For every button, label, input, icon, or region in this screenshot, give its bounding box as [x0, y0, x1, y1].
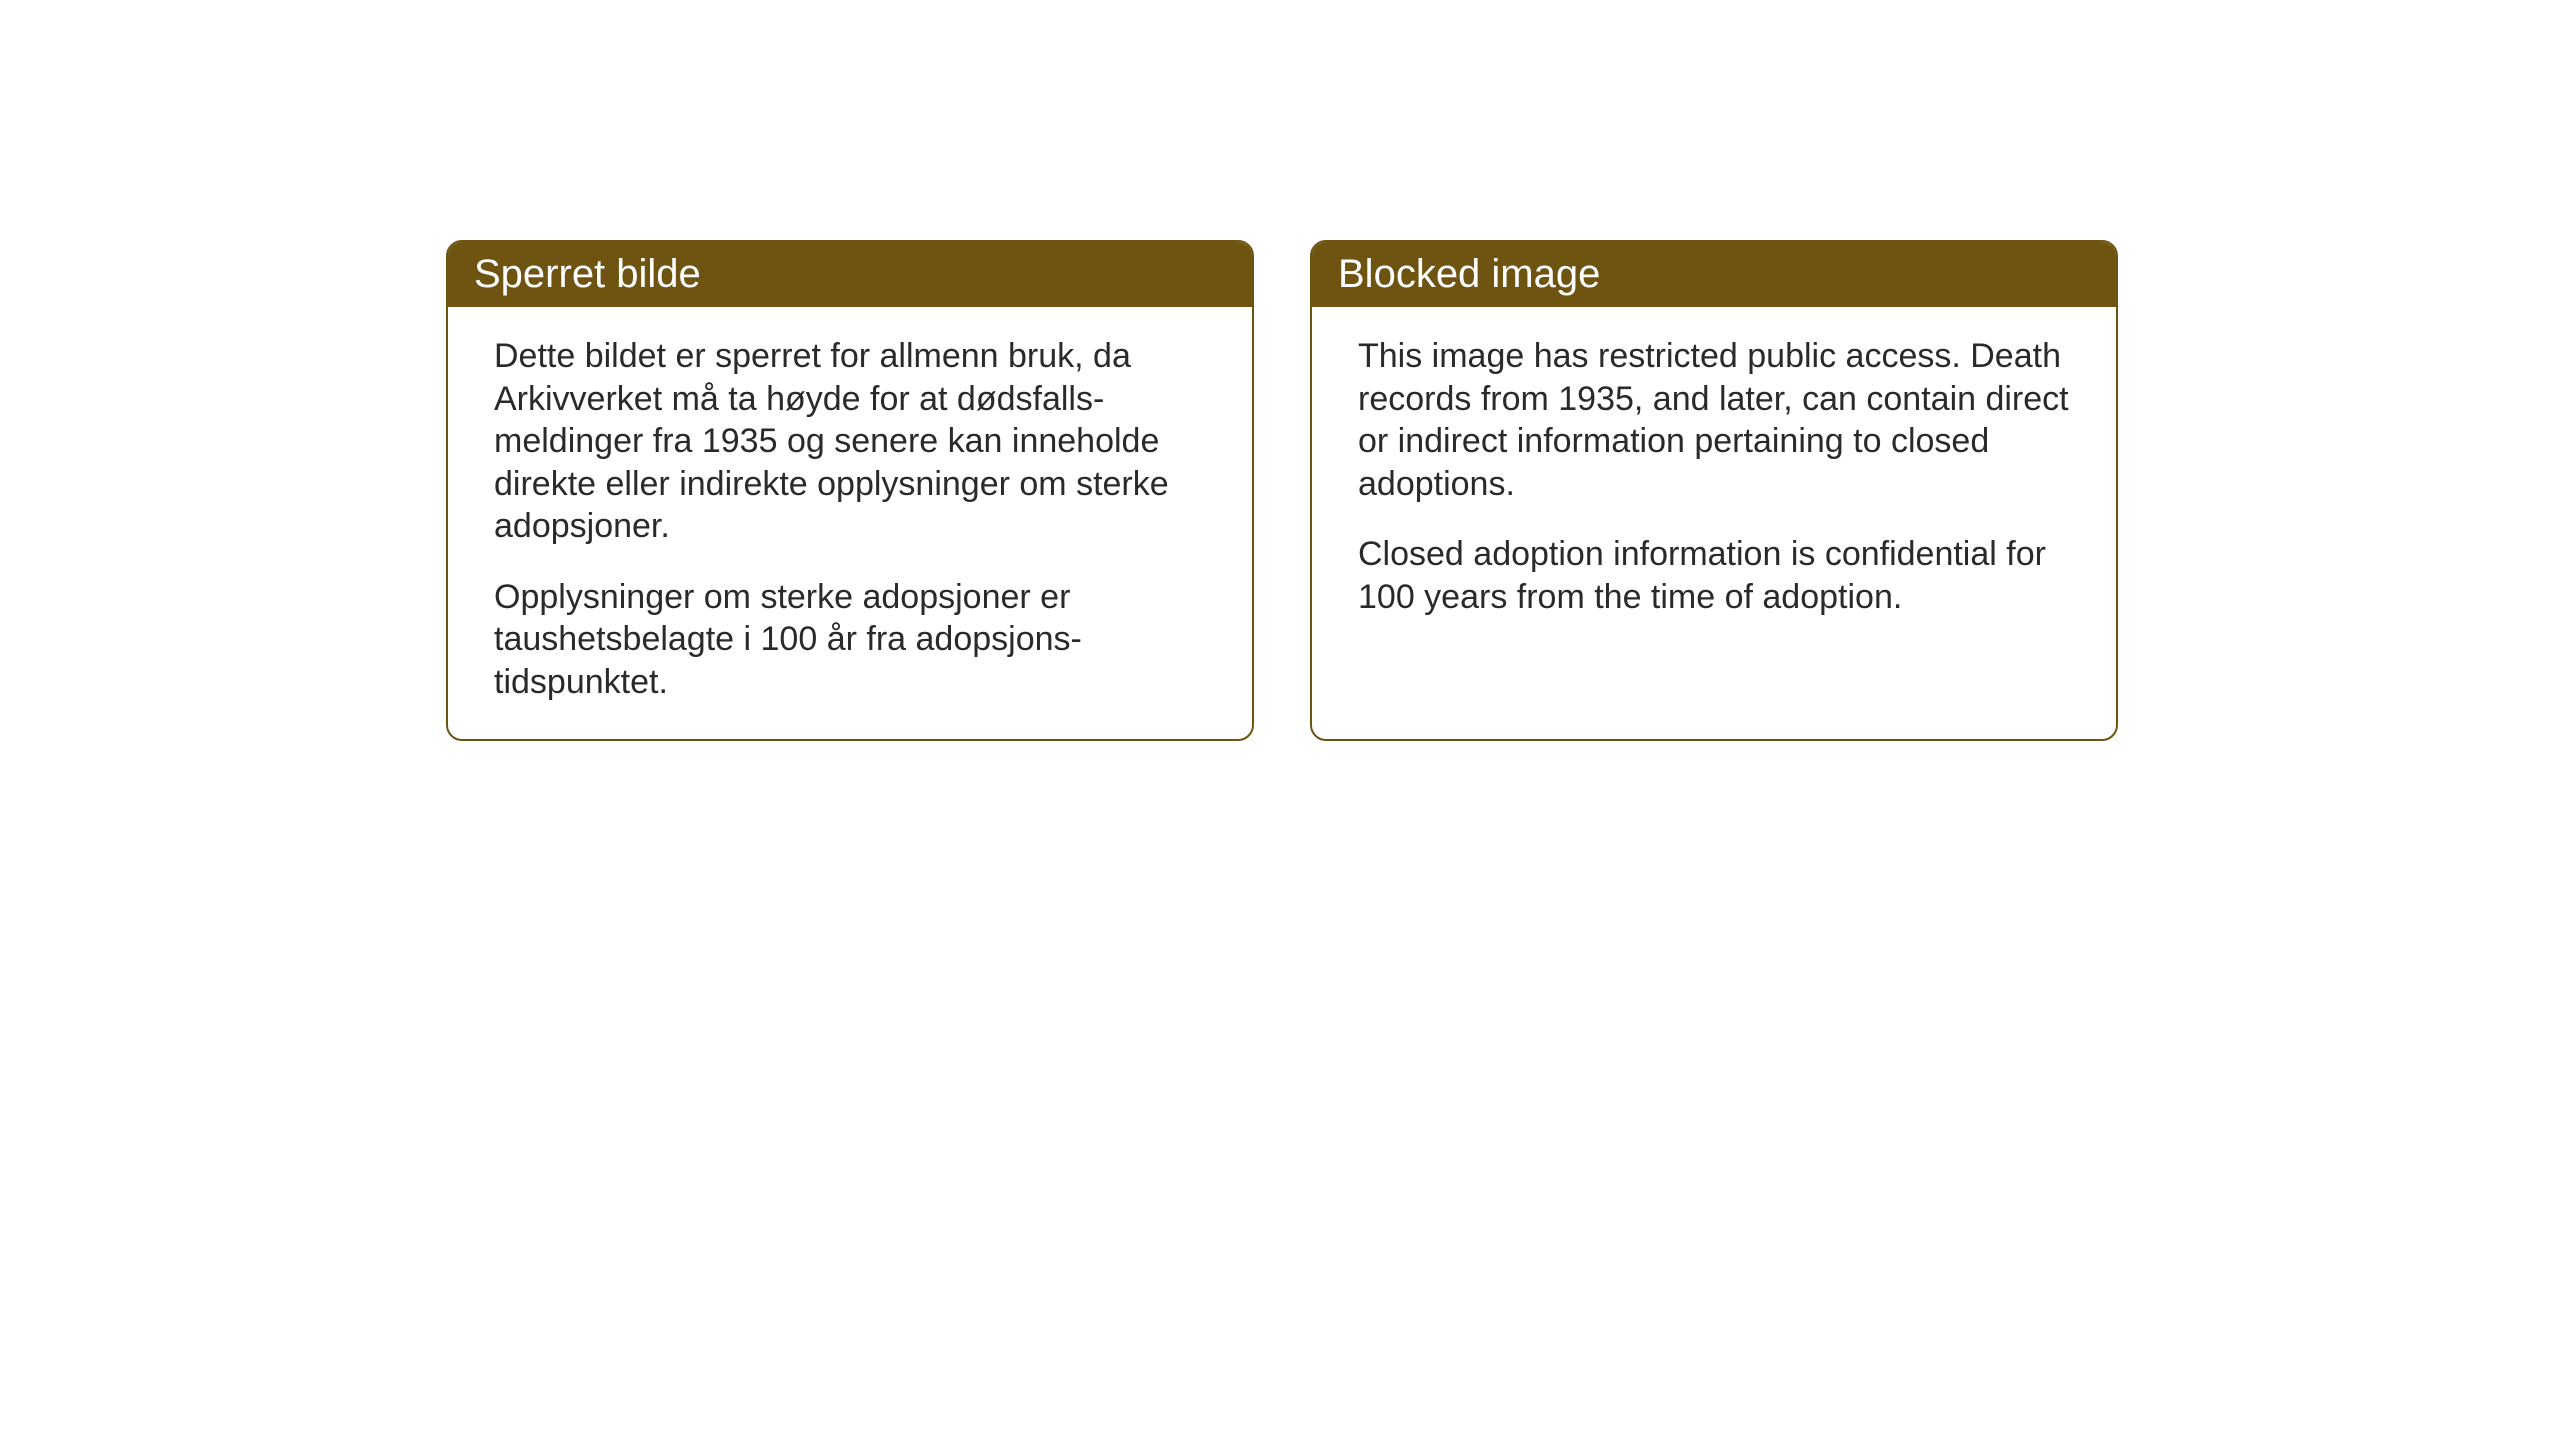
card-header-norwegian: Sperret bilde: [448, 242, 1252, 307]
cards-container: Sperret bilde Dette bildet er sperret fo…: [446, 240, 2118, 741]
card-paragraph: This image has restricted public access.…: [1358, 335, 2070, 505]
card-paragraph: Dette bildet er sperret for allmenn bruk…: [494, 335, 1206, 548]
card-body-english: This image has restricted public access.…: [1312, 307, 2116, 654]
card-paragraph: Closed adoption information is confident…: [1358, 533, 2070, 618]
card-norwegian: Sperret bilde Dette bildet er sperret fo…: [446, 240, 1254, 741]
card-title: Sperret bilde: [474, 252, 701, 296]
card-title: Blocked image: [1338, 252, 1600, 296]
card-body-norwegian: Dette bildet er sperret for allmenn bruk…: [448, 307, 1252, 739]
card-paragraph: Opplysninger om sterke adopsjoner er tau…: [494, 576, 1206, 704]
card-english: Blocked image This image has restricted …: [1310, 240, 2118, 741]
card-header-english: Blocked image: [1312, 242, 2116, 307]
